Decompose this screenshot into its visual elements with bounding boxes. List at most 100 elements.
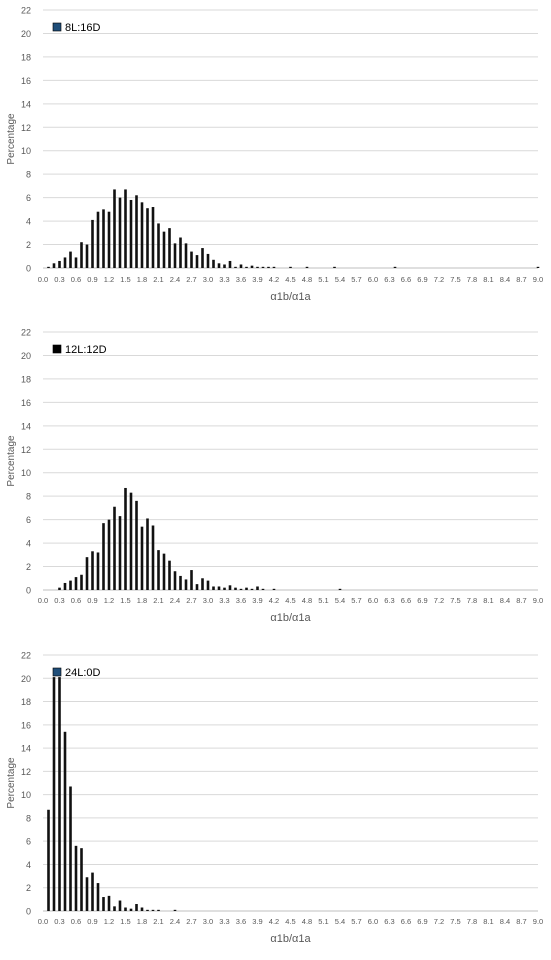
y-tick-label: 12	[21, 767, 31, 777]
bar	[69, 251, 72, 268]
x-tick-label: 3.9	[252, 596, 262, 605]
bar	[124, 189, 127, 268]
bar	[239, 588, 243, 590]
x-tick-label: 3.6	[236, 917, 246, 926]
x-tick-label: 8.1	[483, 275, 493, 284]
x-tick-label: 7.5	[450, 917, 460, 926]
bar	[151, 207, 155, 268]
bar	[173, 571, 177, 590]
bar	[393, 266, 397, 268]
y-tick-label: 18	[21, 697, 31, 707]
y-tick-labels: 0 2 4 6 8 10 12 14 16 18 20 22	[21, 651, 31, 917]
bar	[63, 582, 67, 590]
bar	[135, 904, 138, 911]
y-tick-label: 0	[26, 586, 31, 596]
x-tick-label: 0.0	[38, 596, 48, 605]
x-axis-label: α1b/α1a	[270, 933, 311, 945]
bar	[146, 518, 149, 590]
bar	[223, 264, 226, 268]
x-tick-label: 1.8	[137, 917, 147, 926]
x-tick-label: 0.3	[54, 596, 64, 605]
x-tick-labels: 0.0 0.3 0.6 0.9 1.2 1.5 1.8 2.1 2.4 2.7 3.0 3.3 3.6 3…	[38, 917, 543, 926]
bar	[118, 900, 122, 911]
bar	[146, 909, 149, 911]
bar	[272, 588, 276, 590]
bar	[228, 260, 232, 268]
y-tick-label: 0	[26, 907, 31, 917]
bar	[124, 907, 127, 911]
bar	[113, 906, 116, 911]
y-tick-label: 4	[26, 539, 31, 549]
y-tick-label: 20	[21, 29, 31, 39]
bar	[234, 266, 237, 268]
y-tick-label: 14	[21, 99, 31, 109]
x-tick-label: 5.7	[351, 275, 361, 284]
x-tick-label: 6.3	[384, 596, 394, 605]
bar	[289, 266, 292, 268]
bar	[118, 197, 122, 268]
bar	[124, 487, 127, 590]
chart-panel-24L-0D: 0 2 4 6 8 10 12 14 16 18 20 22 0.0 0.3 0.6 0.9 1.2 1.5 1.…	[6, 651, 543, 946]
bar	[85, 244, 89, 268]
x-tick-label: 8.4	[500, 596, 510, 605]
x-tick-label: 1.2	[104, 275, 114, 284]
x-tick-label: 9.0	[533, 917, 543, 926]
x-tick-label: 9.0	[533, 596, 543, 605]
y-tick-labels: 0 2 4 6 8 10 12 14 16 18 20 22	[21, 328, 31, 596]
y-tick-label: 20	[21, 674, 31, 684]
bar	[140, 526, 144, 590]
bar	[190, 570, 193, 590]
bar	[80, 848, 83, 911]
x-tick-label: 1.5	[120, 275, 130, 284]
x-tick-label: 2.7	[186, 917, 196, 926]
bar	[151, 909, 155, 911]
x-tick-label: 0.3	[54, 275, 64, 284]
bar	[195, 584, 199, 590]
bar	[228, 585, 232, 590]
y-axis-label: Percentage	[6, 757, 17, 809]
y-tick-label: 6	[26, 193, 31, 203]
bar	[184, 579, 188, 590]
bar	[179, 575, 182, 590]
x-tick-label: 0.9	[87, 275, 97, 284]
bar	[129, 199, 133, 268]
bar	[217, 586, 221, 590]
bar	[168, 228, 171, 268]
x-tick-label: 0.0	[38, 275, 48, 284]
bar	[69, 786, 72, 911]
bar	[74, 257, 78, 268]
x-tick-label: 7.2	[434, 917, 444, 926]
bar	[129, 492, 133, 590]
bar	[338, 588, 342, 590]
bar	[102, 209, 105, 268]
bar	[256, 586, 259, 590]
bar	[80, 242, 83, 268]
bar	[102, 523, 105, 590]
gridlines	[43, 654, 538, 912]
bar	[129, 908, 133, 911]
bar	[96, 552, 100, 590]
legend-label: 8L:16D	[65, 22, 101, 34]
bar	[85, 877, 89, 911]
bars	[58, 487, 342, 590]
x-tick-label: 4.8	[302, 275, 312, 284]
legend-label: 24L:0D	[65, 667, 101, 679]
x-tick-labels: 0.0 0.3 0.6 0.9 1.2 1.5 1.8 2.1 2.4 2.7 3.0 3.3 3.6 3…	[38, 596, 543, 605]
bar	[58, 587, 61, 590]
chart-panel-8L-16D: 0 2 4 6 8 10 12 14 16 18 20 22 0.0 0.3 0.6 0.9 1.2 1.5 1.…	[6, 6, 543, 304]
y-tick-label: 12	[21, 445, 31, 455]
x-tick-label: 3.6	[236, 275, 246, 284]
x-tick-label: 6.0	[368, 596, 378, 605]
y-tick-label: 8	[26, 492, 31, 502]
y-tick-label: 20	[21, 351, 31, 361]
x-tick-label: 6.0	[368, 917, 378, 926]
bar	[107, 519, 111, 590]
x-tick-label: 0.9	[87, 917, 97, 926]
x-tick-label: 5.4	[335, 917, 345, 926]
x-axis-label: α1b/α1a	[270, 291, 311, 303]
x-tick-label: 3.0	[203, 917, 213, 926]
x-tick-label: 9.0	[533, 275, 543, 284]
bar	[96, 211, 100, 268]
bar	[47, 266, 50, 268]
